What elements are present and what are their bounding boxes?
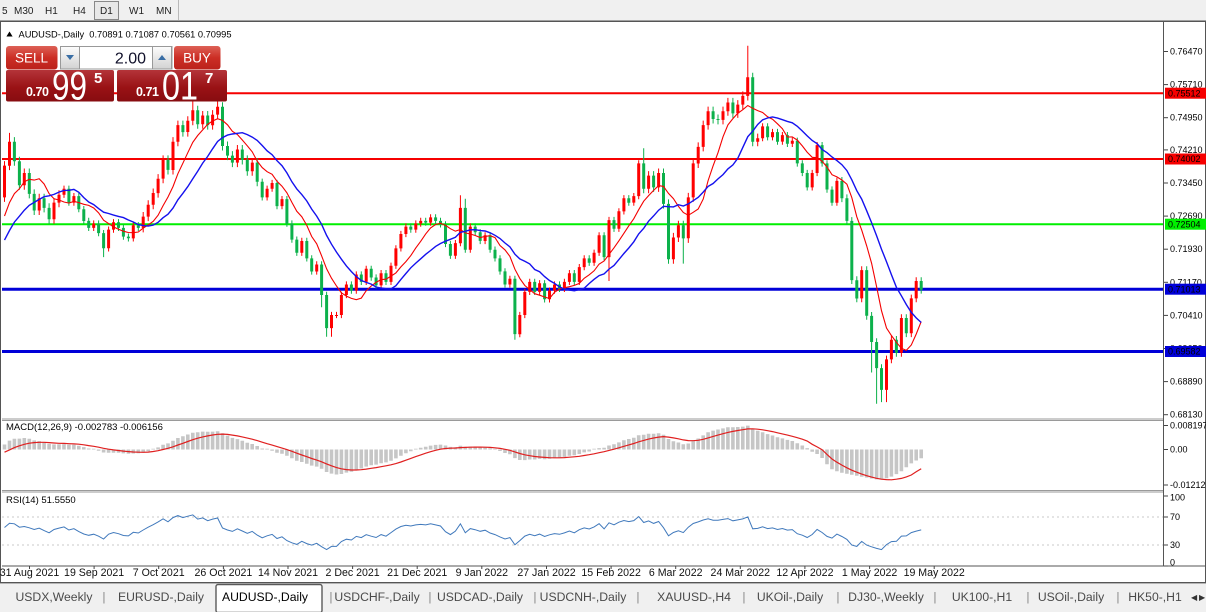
svg-text:|: | bbox=[102, 590, 105, 604]
svg-text:0.70410: 0.70410 bbox=[1170, 310, 1203, 320]
svg-text:0.71930: 0.71930 bbox=[1170, 244, 1203, 254]
svg-text:24 Mar 2022: 24 Mar 2022 bbox=[711, 567, 771, 579]
svg-text:99: 99 bbox=[52, 65, 87, 109]
svg-text:BUY: BUY bbox=[183, 51, 211, 66]
svg-text:|: | bbox=[329, 590, 332, 604]
svg-text:7 Oct 2021: 7 Oct 2021 bbox=[133, 567, 185, 579]
svg-text:UKOil-,Daily: UKOil-,Daily bbox=[757, 590, 824, 604]
svg-text:12 Apr 2022: 12 Apr 2022 bbox=[776, 567, 833, 579]
svg-text:MACD(12,26,9) -0.002783 -0.006: MACD(12,26,9) -0.002783 -0.006156 bbox=[6, 422, 163, 433]
svg-text:◀: ◀ bbox=[1191, 593, 1198, 602]
svg-text:|: | bbox=[1026, 590, 1029, 604]
svg-text:6 Mar 2022: 6 Mar 2022 bbox=[649, 567, 703, 579]
svg-text:30: 30 bbox=[1170, 540, 1180, 550]
svg-text:XAUUSD-,H4: XAUUSD-,H4 bbox=[657, 590, 731, 604]
svg-text:0.68890: 0.68890 bbox=[1170, 377, 1203, 387]
svg-text:27 Jan 2022: 27 Jan 2022 bbox=[517, 567, 575, 579]
svg-text:0.69582: 0.69582 bbox=[1168, 347, 1201, 357]
svg-text:0.74950: 0.74950 bbox=[1170, 113, 1203, 123]
svg-text:0.68130: 0.68130 bbox=[1170, 410, 1203, 420]
svg-text:|: | bbox=[933, 590, 936, 604]
svg-text:DJ30-,Weekly: DJ30-,Weekly bbox=[848, 590, 925, 604]
svg-text:W1: W1 bbox=[129, 6, 144, 17]
svg-text:5: 5 bbox=[2, 6, 8, 17]
svg-text:15 Feb 2022: 15 Feb 2022 bbox=[581, 567, 641, 579]
svg-text:HK50-,H1: HK50-,H1 bbox=[1128, 590, 1182, 604]
svg-text:H1: H1 bbox=[45, 6, 58, 17]
svg-text:14 Nov 2021: 14 Nov 2021 bbox=[258, 567, 318, 579]
svg-text:0.75710: 0.75710 bbox=[1170, 80, 1203, 90]
svg-text:0.71: 0.71 bbox=[136, 85, 159, 99]
svg-text:-0.01212: -0.01212 bbox=[1170, 480, 1206, 490]
svg-text:0: 0 bbox=[1170, 558, 1175, 568]
svg-text:▶: ▶ bbox=[1199, 593, 1206, 602]
svg-text:USDCHF-,Daily: USDCHF-,Daily bbox=[334, 590, 420, 604]
svg-text:|: | bbox=[636, 590, 639, 604]
svg-text:5: 5 bbox=[94, 70, 102, 87]
svg-text:2.00: 2.00 bbox=[115, 51, 146, 68]
svg-text:EURUSD-,Daily: EURUSD-,Daily bbox=[118, 590, 205, 604]
svg-text:0.74002: 0.74002 bbox=[1168, 154, 1201, 164]
svg-text:RSI(14) 51.5550: RSI(14) 51.5550 bbox=[6, 495, 76, 506]
svg-text:21 Dec 2021: 21 Dec 2021 bbox=[387, 567, 447, 579]
svg-text:0.74210: 0.74210 bbox=[1170, 145, 1203, 155]
svg-text:M30: M30 bbox=[14, 6, 34, 17]
svg-text:0.00: 0.00 bbox=[1170, 445, 1188, 455]
svg-text:19 May 2022: 19 May 2022 bbox=[904, 567, 965, 579]
svg-text:0.71013: 0.71013 bbox=[1168, 284, 1201, 294]
svg-text:SELL: SELL bbox=[15, 51, 49, 66]
svg-text:2 Dec 2021: 2 Dec 2021 bbox=[326, 567, 380, 579]
svg-text:31 Aug 2021: 31 Aug 2021 bbox=[0, 567, 59, 579]
svg-text:19 Sep 2021: 19 Sep 2021 bbox=[64, 567, 124, 579]
svg-text:70: 70 bbox=[1170, 512, 1180, 522]
svg-text:H4: H4 bbox=[73, 6, 86, 17]
svg-text:9 Jan 2022: 9 Jan 2022 bbox=[456, 567, 509, 579]
svg-text:0.72504: 0.72504 bbox=[1168, 219, 1201, 229]
svg-text:26 Oct 2021: 26 Oct 2021 bbox=[195, 567, 253, 579]
svg-text:USDCNH-,Daily: USDCNH-,Daily bbox=[540, 590, 628, 604]
svg-text:MN: MN bbox=[156, 6, 172, 17]
svg-text:01: 01 bbox=[162, 65, 198, 109]
svg-text:|: | bbox=[836, 590, 839, 604]
svg-text:|: | bbox=[742, 590, 745, 604]
svg-text:|: | bbox=[428, 590, 431, 604]
svg-text:0.008197: 0.008197 bbox=[1170, 421, 1206, 431]
svg-text:0.72690: 0.72690 bbox=[1170, 211, 1203, 221]
svg-text:0.75512: 0.75512 bbox=[1168, 88, 1201, 98]
svg-text:0.76470: 0.76470 bbox=[1170, 47, 1203, 57]
svg-text:0.70: 0.70 bbox=[26, 85, 49, 99]
svg-text:D1: D1 bbox=[100, 6, 113, 17]
svg-text:7: 7 bbox=[205, 70, 213, 87]
svg-text:0.73450: 0.73450 bbox=[1170, 178, 1203, 188]
svg-text:|: | bbox=[533, 590, 536, 604]
svg-text:|: | bbox=[1116, 590, 1119, 604]
svg-text:USDX,Weekly: USDX,Weekly bbox=[16, 590, 94, 604]
svg-text:AUDUSD-,Daily 0.70891 0.71087: AUDUSD-,Daily 0.70891 0.71087 0.70561 0.… bbox=[19, 30, 232, 41]
svg-text:AUDUSD-,Daily: AUDUSD-,Daily bbox=[222, 590, 309, 604]
svg-text:100: 100 bbox=[1170, 493, 1185, 503]
svg-text:USOil-,Daily: USOil-,Daily bbox=[1038, 590, 1105, 604]
svg-text:USDCAD-,Daily: USDCAD-,Daily bbox=[437, 590, 524, 604]
svg-text:1 May 2022: 1 May 2022 bbox=[842, 567, 897, 579]
svg-text:UK100-,H1: UK100-,H1 bbox=[952, 590, 1013, 604]
svg-text:0.71170: 0.71170 bbox=[1170, 277, 1202, 287]
